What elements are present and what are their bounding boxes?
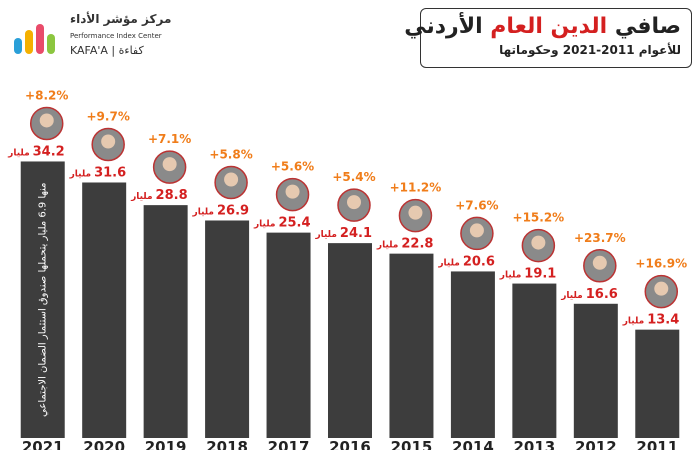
value-unit: مليار [69,169,91,179]
growth-label: +16.9% [635,257,687,271]
value-label: 20.6 [463,254,495,269]
bar [143,205,188,438]
x-tick-label: 2012 [575,438,617,450]
value-unit: مليار [7,148,29,158]
value-label: 16.6 [586,287,618,302]
portrait-face [469,223,484,238]
x-tick-label: 2016 [329,438,371,450]
x-tick-label: 2020 [83,438,125,450]
value-label: 25.4 [278,216,310,231]
portrait-face [285,184,300,199]
value-unit: مليار [192,207,214,217]
bar-note: منها 6.9 مليار يتحملها صندوق استثمار الض… [38,183,49,417]
growth-label: +8.2% [25,88,68,102]
bar [266,232,311,438]
portrait-face [224,172,239,187]
growth-label: +7.6% [455,198,498,212]
x-tick-label: 2018 [206,438,248,450]
logo-icon [14,24,55,54]
x-tick-label: 2011 [636,438,678,450]
value-unit: مليار [130,192,152,202]
bar [512,283,557,438]
bar [389,253,434,438]
x-tick-label: 2021 [22,438,64,450]
subtitle: للأعوام 2011-2021 وحكوماتها [499,43,681,57]
bar [205,220,250,438]
value-unit: مليار [314,230,336,240]
bar [20,161,65,438]
value-unit: مليار [253,220,275,230]
growth-label: +7.1% [148,132,191,146]
chart-title: صافي الدين العام الأردني [404,11,681,43]
title-part: الدين العام [490,14,608,39]
x-tick-label: 2015 [391,438,433,450]
growth-label: +5.8% [209,147,252,161]
x-tick-label: 2013 [513,438,555,450]
title-part: صافي [614,14,681,39]
value-label: 31.6 [94,165,126,180]
value-unit: مليار [499,271,521,281]
value-label: 28.8 [156,188,188,203]
portrait-face [39,113,54,128]
portrait-face [101,134,116,149]
bar [82,182,127,438]
value-label: 26.9 [217,203,249,218]
growth-label: +15.2% [513,211,565,225]
x-tick-label: 2019 [145,438,187,450]
value-label: 24.1 [340,226,372,241]
title-box: صافي الدين العام الأردني للأعوام 2011-20… [404,8,692,68]
value-label: 34.2 [33,144,65,159]
logo-brand: KAFA'A | كفاءة [70,44,144,57]
logo: مركز مؤشر الأداء Performance Index Cente… [12,10,172,64]
value-unit: مليار [376,241,398,251]
growth-label: +5.6% [271,160,314,174]
value-label: 22.8 [401,237,433,252]
value-label: 19.1 [524,267,556,282]
bar [635,329,680,438]
x-tick-label: 2014 [452,438,494,450]
portrait-face [408,205,423,220]
value-label: 13.4 [647,313,679,328]
bar [328,243,372,438]
value-unit: مليار [622,317,644,327]
portrait-face [347,195,361,210]
value-unit: مليار [560,291,582,301]
growth-label: +11.2% [390,181,442,195]
portrait-face [162,157,177,172]
logo-name-en: Performance Index Center [70,32,162,40]
portrait-face [654,281,669,296]
value-unit: مليار [437,258,459,268]
portrait-face [531,235,546,250]
growth-label: +9.7% [87,109,130,123]
logo-name-ar: مركز مؤشر الأداء [70,12,172,26]
title-part: الأردني [404,14,483,39]
bar [573,303,618,438]
growth-label: +23.7% [574,231,626,245]
bar [450,271,495,438]
portrait-face [592,255,607,270]
x-tick-label: 2017 [268,438,310,450]
growth-label: +5.4% [332,170,375,184]
